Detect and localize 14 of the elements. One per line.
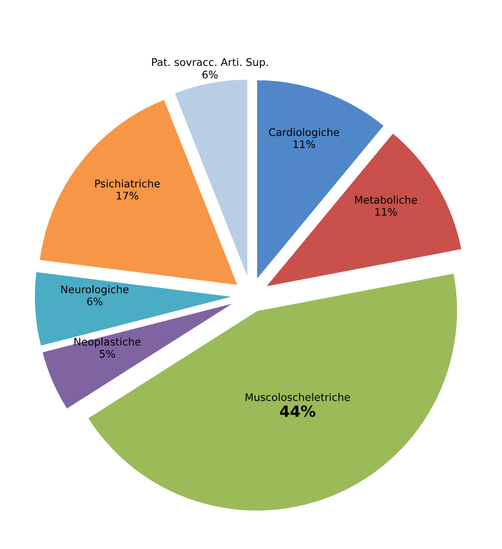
- slice-label: Pat. sovracc. Arti. Sup.: [152, 58, 268, 68]
- slice-label: Muscoloscheletriche: [246, 393, 350, 402]
- data-label: 17%: [116, 192, 138, 200]
- data-label: 6%: [87, 298, 102, 306]
- slice-label: Neoplastiche: [74, 338, 141, 348]
- data-label: 11%: [294, 140, 316, 148]
- slice-label: Metaboliche: [355, 196, 417, 204]
- data-label: 11%: [375, 208, 397, 216]
- data-label: 5%: [100, 350, 115, 358]
- data-label: 44%: [280, 405, 316, 417]
- slice-label: Neurologiche: [61, 285, 128, 296]
- data-label: 6%: [202, 70, 218, 79]
- slice-label: Psichiatriche: [95, 179, 160, 188]
- slice-label: Cardiologiche: [269, 128, 340, 138]
